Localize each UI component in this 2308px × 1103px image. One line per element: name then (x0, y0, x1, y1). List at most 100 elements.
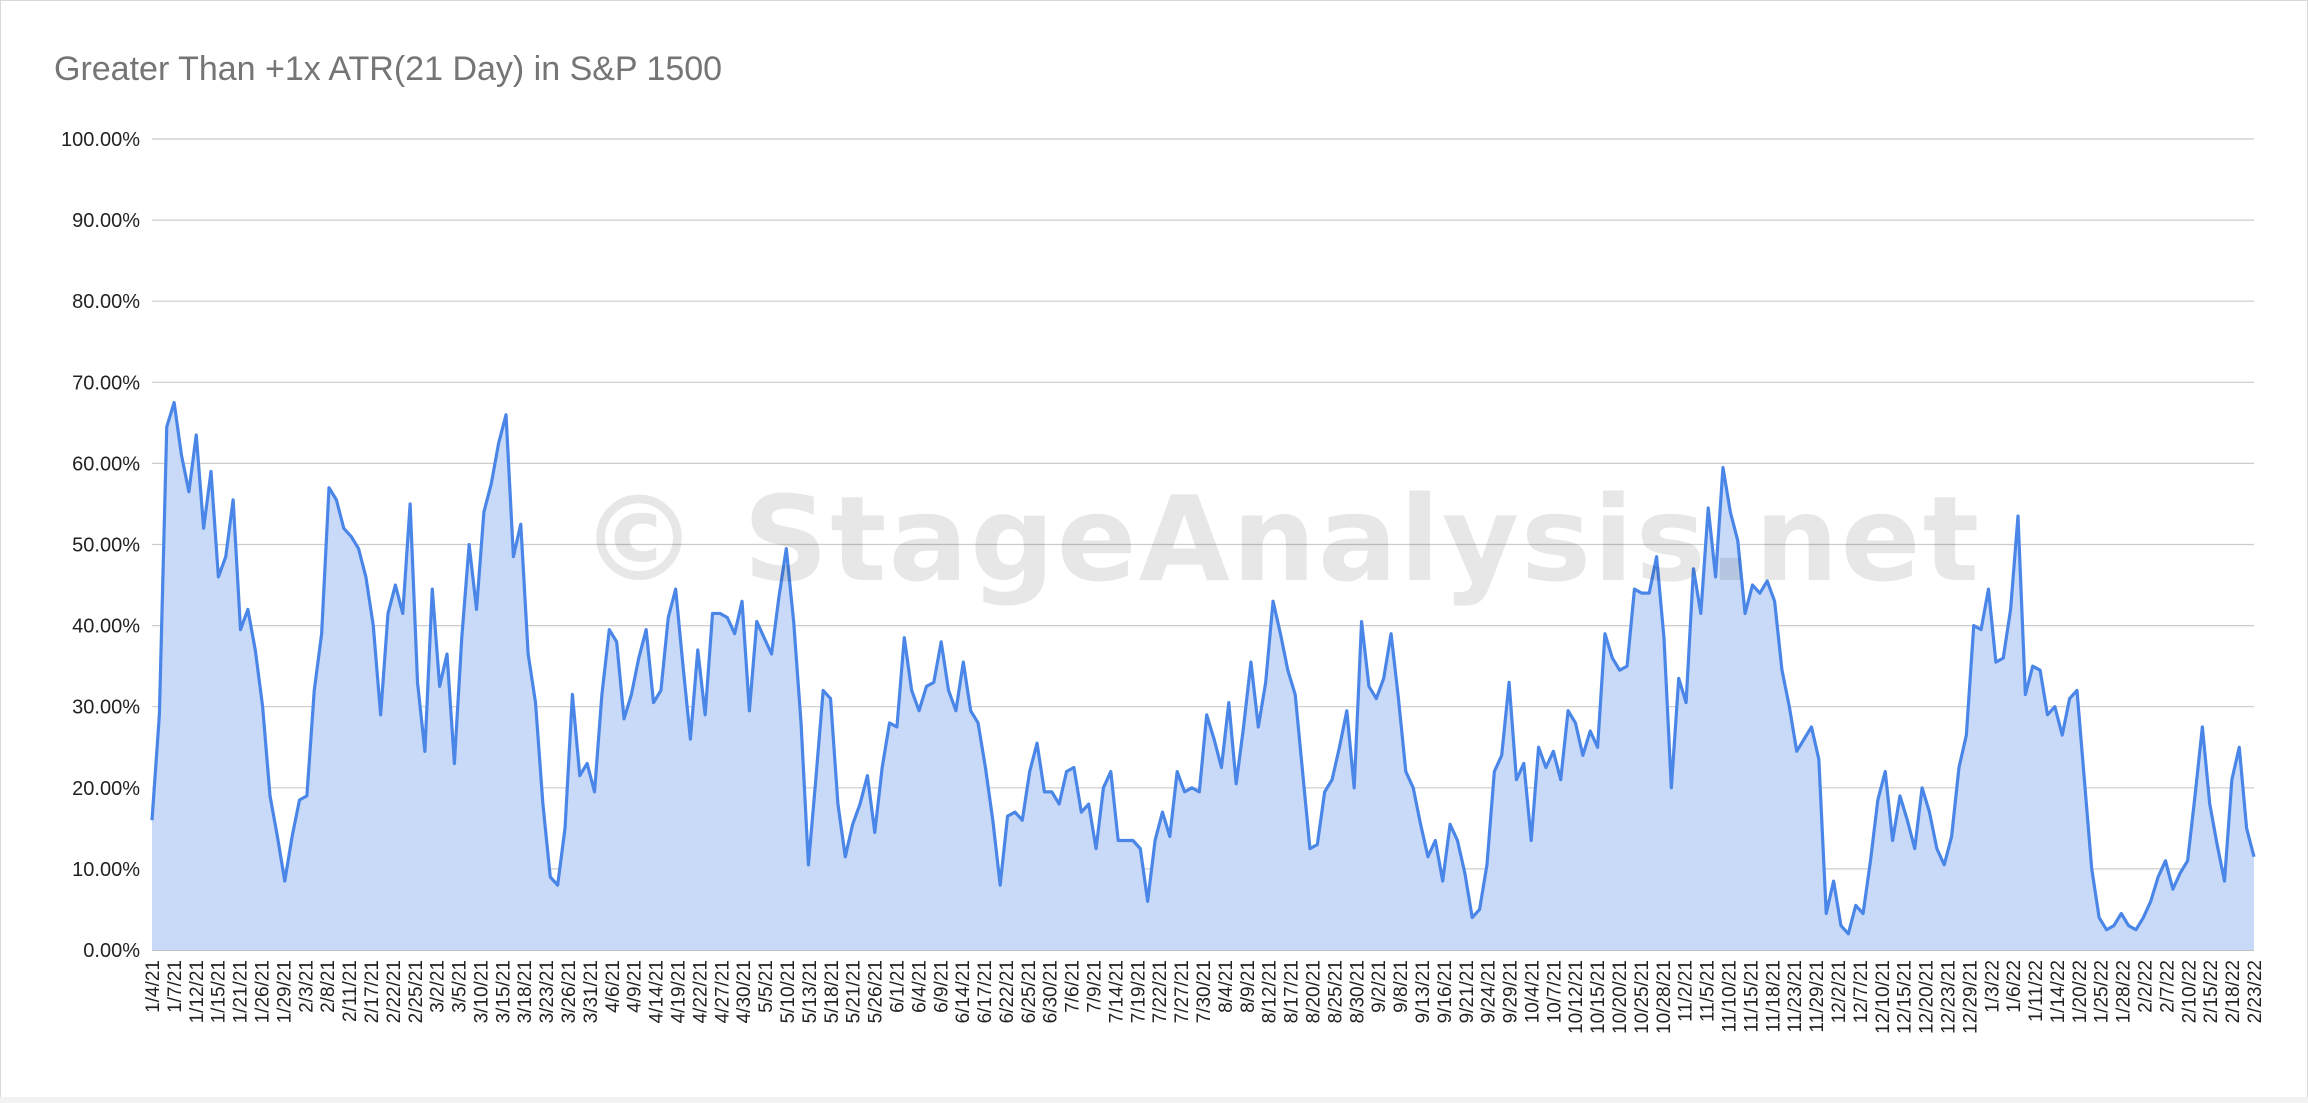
data-point (2038, 668, 2042, 672)
data-point (770, 652, 774, 656)
x-tick-label: 2/10/22 (2179, 960, 2200, 1023)
data-point (902, 636, 906, 640)
y-axis-ticks: 0.00% 10.00% 20.00% 30.00% 40.00% 50.00% 60.00… (61, 129, 140, 962)
data-point (239, 628, 243, 632)
x-tick-label: 7/19/21 (1128, 960, 1149, 1023)
data-point (829, 697, 833, 701)
x-tick-label: 1/25/22 (2092, 960, 2113, 1023)
data-point (194, 433, 198, 437)
data-point (1286, 668, 1290, 672)
data-point (2237, 745, 2241, 749)
data-point (1854, 903, 1858, 907)
data-point (2127, 924, 2131, 928)
data-point (445, 652, 449, 656)
data-point (1795, 749, 1799, 753)
y-tick-label: 10.00% (72, 859, 140, 881)
data-point (998, 883, 1002, 887)
data-point (231, 498, 235, 502)
x-tick-label: 12/10/21 (1873, 960, 1894, 1034)
data-point (1470, 916, 1474, 920)
data-point (1913, 847, 1917, 851)
data-point (733, 632, 737, 636)
bottom-strip (0, 1097, 2308, 1103)
data-point (821, 688, 825, 692)
x-tick-label: 1/29/21 (274, 960, 295, 1023)
x-tick-label: 8/20/21 (1303, 960, 1324, 1023)
data-point (2016, 514, 2020, 518)
data-point (2023, 693, 2027, 697)
data-point (1986, 587, 1990, 591)
x-tick-label: 7/6/21 (1063, 960, 1084, 1013)
data-point (873, 830, 877, 834)
x-tick-label: 8/30/21 (1347, 960, 1368, 1023)
x-tick-label: 5/13/21 (800, 960, 821, 1023)
data-point (224, 555, 228, 559)
x-tick-label: 3/5/21 (450, 960, 471, 1013)
data-point (1780, 668, 1784, 672)
data-point (1972, 624, 1976, 628)
data-point (2163, 859, 2167, 863)
data-point (1249, 660, 1253, 664)
x-tick-label: 12/7/21 (1851, 960, 1872, 1023)
x-tick-label: 11/15/21 (1741, 960, 1762, 1033)
data-point (1809, 725, 1813, 729)
data-point (1013, 810, 1017, 814)
data-point (622, 717, 626, 721)
data-point (2215, 843, 2219, 847)
data-point (1146, 899, 1150, 903)
data-point (1035, 741, 1039, 745)
x-tick-label: 3/15/21 (493, 960, 514, 1023)
data-point (253, 648, 257, 652)
data-point (364, 575, 368, 579)
data-point (1994, 660, 1998, 664)
data-point (1566, 709, 1570, 713)
x-tick-label: 3/26/21 (559, 960, 580, 1023)
data-point (1551, 749, 1555, 753)
data-point (1367, 684, 1371, 688)
data-point (578, 774, 582, 778)
data-point (814, 778, 818, 782)
data-point (1573, 721, 1577, 725)
x-tick-label: 10/25/21 (1632, 960, 1653, 1034)
data-point (659, 688, 663, 692)
y-tick-label: 0.00% (83, 940, 140, 962)
data-point (1861, 912, 1865, 916)
x-tick-label: 4/6/21 (603, 960, 624, 1013)
x-tick-label: 12/23/21 (1938, 960, 1959, 1034)
series-area-fill (152, 402, 2254, 950)
data-point (851, 822, 855, 826)
x-tick-label: 8/4/21 (1216, 960, 1237, 1013)
data-point (1743, 611, 1747, 615)
data-point (283, 879, 287, 883)
x-tick-label: 8/17/21 (1282, 960, 1303, 1023)
data-point (600, 693, 604, 697)
data-point (1323, 790, 1327, 794)
data-point (187, 490, 191, 494)
data-point (1832, 879, 1836, 883)
data-point (725, 615, 729, 619)
x-tick-label: 2/11/21 (340, 960, 361, 1022)
data-point (416, 680, 420, 684)
x-tick-label: 6/25/21 (1019, 960, 1040, 1023)
x-tick-label: 6/1/21 (887, 960, 908, 1013)
data-point (548, 875, 552, 879)
data-point (703, 713, 707, 717)
data-point (460, 636, 464, 640)
data-point (1669, 786, 1673, 790)
data-point (666, 615, 670, 619)
data-point (1330, 778, 1334, 782)
data-point (969, 709, 973, 713)
data-point (1352, 786, 1356, 790)
x-tick-label: 9/29/21 (1501, 960, 1522, 1023)
data-point (1419, 822, 1423, 826)
data-point (917, 709, 921, 713)
data-point (593, 790, 597, 794)
x-tick-label: 6/4/21 (909, 960, 930, 1013)
data-point (1382, 676, 1386, 680)
data-point (1065, 770, 1069, 774)
data-point (1721, 465, 1725, 469)
x-tick-label: 10/15/21 (1588, 960, 1609, 1034)
data-point (342, 526, 346, 530)
data-point (475, 607, 479, 611)
